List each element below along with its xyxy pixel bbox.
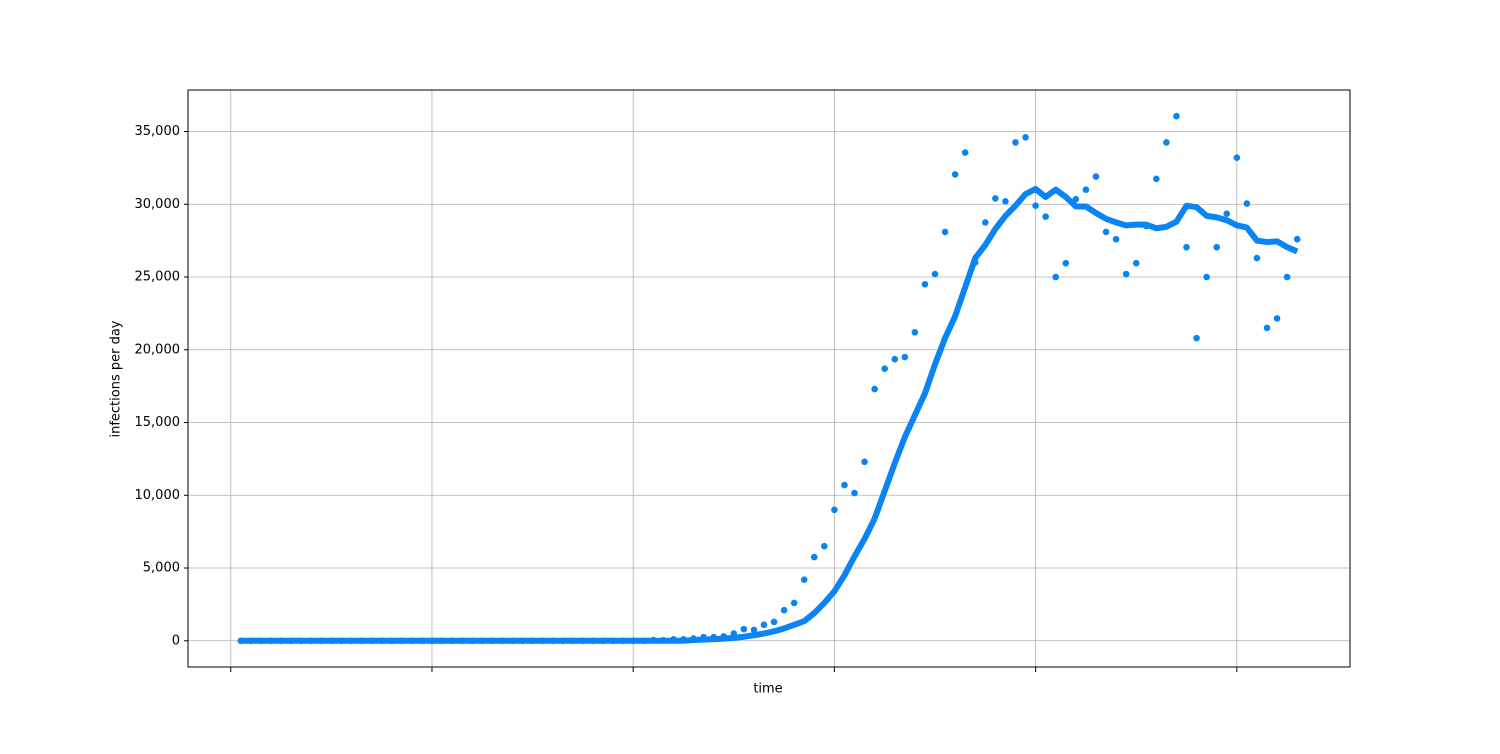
data-point — [1092, 173, 1100, 180]
data-point — [821, 542, 828, 550]
data-point — [961, 149, 969, 156]
data-point — [740, 625, 748, 633]
y-tick-label: 5,000 — [143, 561, 180, 576]
data-point — [931, 270, 939, 278]
data-point — [1002, 198, 1009, 205]
y-tick-label: 35,000 — [135, 124, 181, 139]
data-point — [992, 195, 999, 202]
data-point — [1213, 243, 1220, 251]
data-point — [1163, 139, 1170, 146]
y-tick-label: 25,000 — [135, 270, 181, 285]
data-point — [1022, 134, 1029, 141]
data-point — [810, 553, 818, 561]
data-point — [1153, 175, 1160, 183]
y-tick-label: 30,000 — [135, 197, 181, 212]
data-point — [1273, 315, 1281, 322]
data-point — [1293, 235, 1301, 243]
data-point — [800, 576, 808, 583]
data-point — [760, 621, 768, 629]
data-point — [780, 606, 788, 614]
data-point — [901, 353, 909, 361]
data-point — [1243, 200, 1251, 207]
data-point — [1203, 273, 1210, 281]
data-point — [1102, 228, 1110, 236]
data-point — [861, 458, 868, 466]
y-tick-label: 20,000 — [135, 342, 181, 357]
data-point — [831, 506, 838, 514]
data-point — [1183, 243, 1190, 251]
data-point — [1052, 273, 1060, 281]
data-point — [750, 626, 758, 634]
data-point — [1082, 186, 1090, 194]
data-point — [770, 618, 778, 626]
data-point — [1233, 154, 1241, 161]
y-tick-label: 10,000 — [135, 488, 181, 503]
data-point — [1223, 210, 1231, 218]
data-point — [1012, 139, 1019, 146]
data-point — [1253, 254, 1261, 262]
y-axis-label: infections per day — [109, 320, 124, 437]
data-point — [1112, 235, 1120, 243]
data-point — [1263, 324, 1271, 332]
data-point — [851, 489, 858, 497]
data-point — [1122, 270, 1130, 278]
data-point — [941, 228, 949, 236]
y-tick-label: 15,000 — [135, 415, 181, 430]
data-point — [951, 171, 959, 178]
data-point — [841, 481, 848, 489]
data-point — [1032, 202, 1039, 210]
data-point — [871, 385, 878, 393]
data-point — [921, 280, 929, 288]
data-point — [891, 355, 899, 363]
data-point — [911, 329, 919, 336]
trend-line — [240, 185, 1299, 644]
plot-frame — [187, 89, 1351, 668]
data-point — [881, 365, 888, 372]
x-axis-label: time — [753, 682, 782, 697]
data-point — [982, 219, 989, 226]
data-point — [1283, 273, 1291, 281]
data-point — [1173, 112, 1180, 120]
data-point — [1042, 213, 1049, 220]
data-point — [1132, 259, 1140, 267]
data-point — [1193, 334, 1200, 342]
data-point — [1062, 259, 1070, 267]
y-tick-label: 0 — [172, 633, 180, 648]
data-point — [790, 599, 798, 607]
